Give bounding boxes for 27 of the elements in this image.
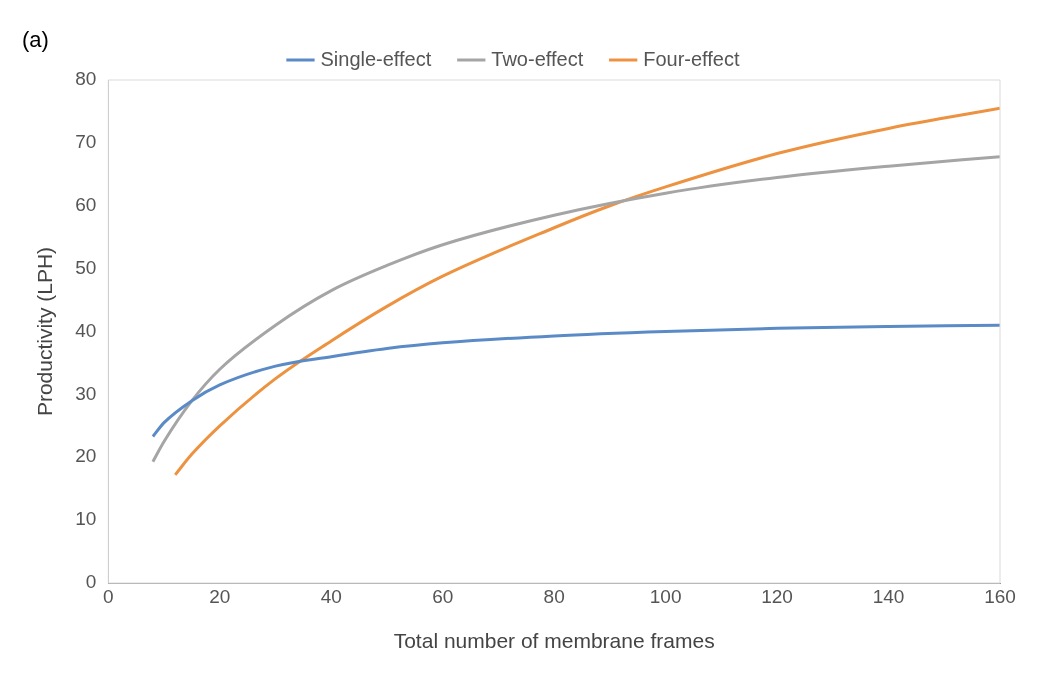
y-tick-label: 0 — [85, 571, 97, 593]
y-tick-label: 60 — [75, 193, 97, 215]
x-tick-label: 40 — [320, 585, 342, 607]
legend-label: Two-effect — [491, 47, 584, 70]
line-series — [151, 155, 1000, 464]
x-tick-label: 160 — [984, 585, 1016, 607]
text: (a) — [22, 27, 49, 53]
x-tick-label: 0 — [103, 585, 114, 607]
y-tick-label: 80 — [75, 68, 97, 90]
y-tick-label: 70 — [75, 131, 97, 153]
y-tick-label: 50 — [75, 256, 97, 278]
x-tick-label: 80 — [543, 585, 565, 607]
y-tick-label: 10 — [75, 508, 97, 530]
x-tick-label: 20 — [209, 585, 231, 607]
y-tick-label: 20 — [75, 445, 97, 467]
line-series — [151, 323, 1000, 438]
x-axis-title: Total number of membrane frames — [393, 629, 715, 653]
y-tick-label: 30 — [75, 382, 97, 404]
x-tick-label: 100 — [649, 585, 682, 607]
y-axis-title: Productivity (LPH) — [33, 246, 57, 417]
line-series — [173, 106, 1000, 477]
x-tick-label: 60 — [432, 585, 454, 607]
y-tick-label: 40 — [75, 319, 97, 341]
x-tick-label: 140 — [872, 585, 905, 607]
legend-label: Four-effect — [643, 47, 740, 70]
x-tick-label: 120 — [761, 585, 793, 607]
legend-label: Single-effect — [320, 47, 432, 70]
